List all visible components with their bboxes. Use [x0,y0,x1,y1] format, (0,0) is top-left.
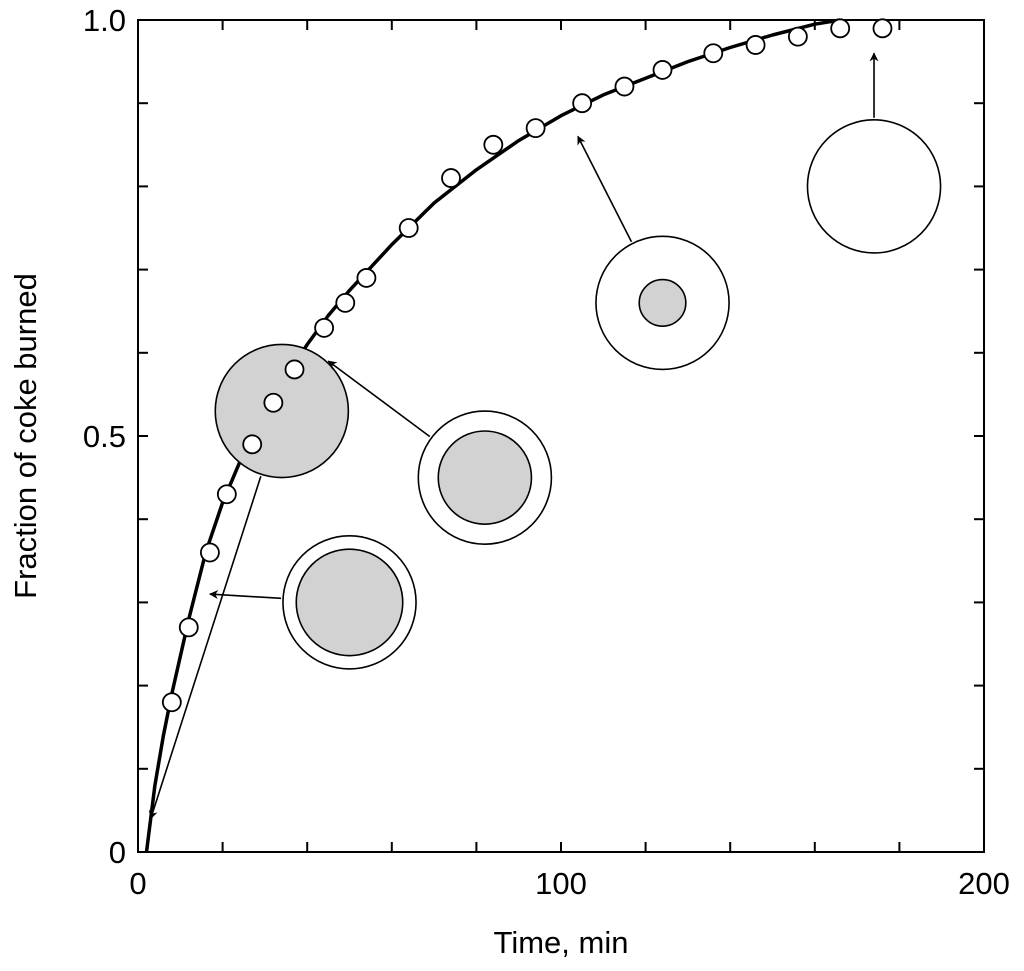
annotation-arrow [327,360,431,438]
data-point [525,118,546,139]
data-point [161,692,182,713]
annotation-arrow [148,476,262,820]
y-tick-label: 0.5 [83,419,126,454]
data-point [356,268,377,288]
x-tick-label: 0 [129,866,146,901]
y-tick-label: 1.0 [83,3,126,38]
data-point [284,359,305,380]
data-point [872,18,893,39]
particle-core [437,430,533,525]
particle-core [214,343,350,479]
data-point [178,617,199,638]
data-point [441,168,461,188]
particle-core [638,278,687,327]
y-axis-title: Fraction of coke burned [8,273,43,599]
annotation-arrow [209,590,282,600]
data-point [572,93,593,114]
data-point [614,76,635,97]
axis-tick-labels: 0 100 200 0 0.5 1.0 [83,3,1010,901]
data-point [216,484,237,505]
x-axis-title: Time, min [494,925,629,960]
data-point [335,292,356,313]
data-point [483,134,504,155]
particle-annotations [148,52,942,820]
data-points [161,18,893,713]
data-point [787,26,808,47]
data-point [830,18,851,39]
data-point [703,43,724,64]
particle-shell [806,119,942,254]
data-point [242,434,263,455]
annotation-arrow [577,135,633,243]
data-point [652,60,673,80]
particle-core [295,548,404,657]
data-point [745,35,766,55]
data-point [263,392,284,413]
y-tick-label: 0 [109,835,126,870]
x-tick-label: 100 [535,866,587,901]
axis-ticks [138,20,984,852]
data-point [200,542,220,563]
data-point [314,317,335,338]
data-point [398,218,419,238]
x-tick-label: 200 [958,866,1010,901]
